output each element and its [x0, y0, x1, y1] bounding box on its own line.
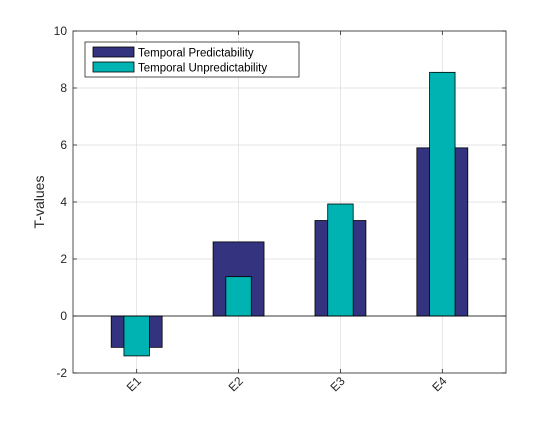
bars-group — [110, 71, 469, 357]
y-tick-label: 8 — [60, 81, 67, 95]
y-tick-label: 2 — [60, 252, 67, 266]
bar-unpredictability-e3 — [327, 203, 354, 317]
legend: Temporal Predictability Temporal Unpredic… — [84, 41, 300, 78]
y-tick-label: 4 — [60, 195, 67, 209]
x-tick-label: E1 — [124, 374, 145, 395]
y-tick-label: 0 — [60, 309, 67, 323]
legend-label: Temporal Unpredictability — [138, 63, 267, 75]
y-tick-label: 6 — [60, 138, 67, 152]
x-tick-label: E2 — [226, 374, 247, 395]
x-tick-label: E3 — [327, 374, 348, 395]
y-tick-label: 10 — [54, 24, 68, 38]
bar-unpredictability-e1 — [123, 315, 150, 357]
y-axis-label: T-values — [31, 176, 47, 229]
y-axis-ticks: -2 0 2 4 6 8 10 — [54, 24, 506, 380]
bar-unpredictability-e4 — [429, 71, 456, 317]
legend-swatch — [92, 61, 135, 73]
x-tick-label: E4 — [429, 374, 450, 395]
legend-swatch — [92, 46, 135, 58]
legend-label: Temporal Predictability — [138, 48, 254, 60]
y-tick-label: -2 — [56, 366, 67, 380]
bar-unpredictability-e2 — [225, 276, 252, 317]
